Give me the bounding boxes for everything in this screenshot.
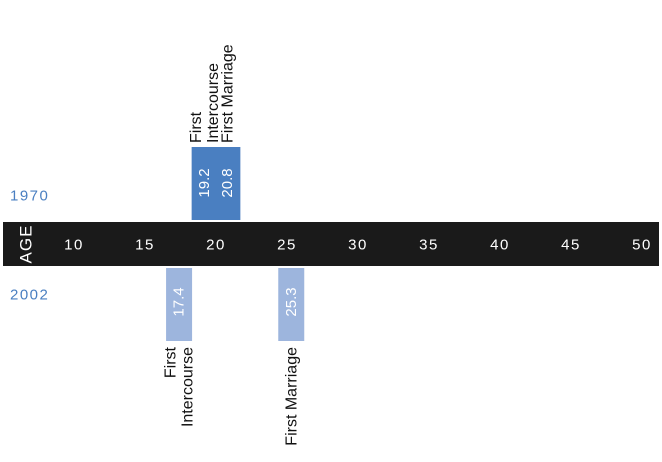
tick-label-15: 15 bbox=[135, 237, 155, 254]
event-label-2002-0: FirstIntercourse bbox=[163, 346, 197, 427]
series-1970: 1970 19.2 FirstIntercourse 20.8 First Marria… bbox=[10, 44, 241, 220]
event-label-1970-0: FirstIntercourse bbox=[188, 63, 222, 143]
bar-2002-1 bbox=[278, 268, 305, 341]
tick-label-40: 40 bbox=[490, 237, 510, 254]
series-group: 1970 19.2 FirstIntercourse 20.8 First Marria… bbox=[10, 44, 305, 446]
value-label-2002-1: 25.3 bbox=[283, 287, 300, 316]
value-label-1970-1: 20.8 bbox=[219, 168, 236, 197]
bar-1970-1 bbox=[214, 147, 241, 220]
tick-label-25: 25 bbox=[277, 237, 297, 254]
tick-label-20: 20 bbox=[206, 237, 226, 254]
tick-label-35: 35 bbox=[419, 237, 439, 254]
tick-label-10: 10 bbox=[64, 237, 84, 254]
year-label-2002: 2002 bbox=[10, 287, 49, 304]
bar-2002-0 bbox=[166, 268, 193, 341]
bar-1970-0 bbox=[191, 147, 218, 220]
year-label-1970: 1970 bbox=[10, 188, 49, 205]
event-label-1970-1: First Marriage bbox=[219, 44, 236, 143]
event-label-2002-1: First Marriage bbox=[283, 347, 300, 446]
value-label-2002-0: 17.4 bbox=[171, 287, 188, 316]
value-label-1970-0: 19.2 bbox=[196, 168, 213, 197]
tick-label-30: 30 bbox=[348, 237, 368, 254]
axis-title-age: AGE bbox=[17, 225, 36, 264]
series-2002: 2002 17.4 FirstIntercourse 25.3 First Marria… bbox=[10, 268, 305, 446]
tick-labels: 10 15 20 25 30 35 40 45 50 bbox=[64, 237, 652, 254]
tick-label-45: 45 bbox=[561, 237, 581, 254]
tick-label-50: 50 bbox=[632, 237, 652, 254]
age-axis-band bbox=[3, 222, 659, 266]
